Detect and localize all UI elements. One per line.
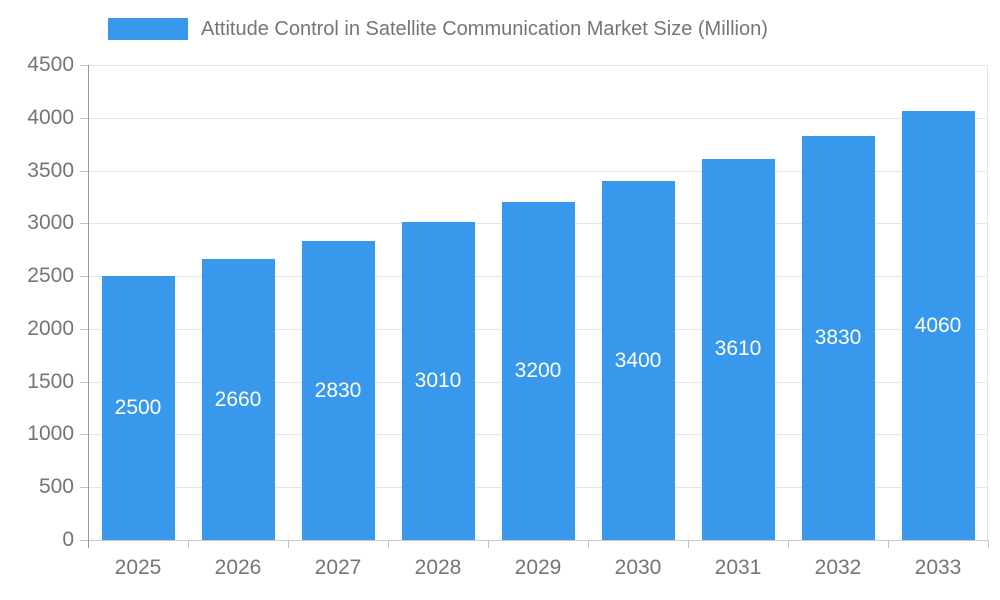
y-axis-tick [80, 540, 88, 541]
y-axis-tick [80, 328, 88, 330]
bar-2029[interactable]: 3200 [501, 202, 575, 540]
y-axis-label: 500 [38, 475, 74, 499]
y-axis-label: 2000 [27, 316, 74, 340]
bar-2032[interactable]: 3830 [801, 135, 875, 540]
y-axis-label: 4500 [27, 53, 74, 76]
x-axis-label: 2032 [814, 556, 862, 579]
x-axis-label: 2026 [214, 556, 262, 579]
x-axis-tick [488, 540, 489, 548]
x-axis-tick [688, 540, 689, 548]
bar-2028[interactable]: 3010 [401, 222, 475, 540]
y-axis-label: 0 [62, 528, 74, 551]
x-axis-tick [788, 540, 789, 548]
y-axis-label: 2500 [27, 264, 74, 288]
bar-2033[interactable]: 4060 [901, 111, 975, 540]
x-axis-tick [288, 540, 289, 548]
x-axis-tick [988, 540, 989, 548]
y-axis-label: 1500 [27, 369, 74, 393]
bar-value-label: 2660 [214, 387, 262, 411]
bar-2025[interactable]: 2500 [101, 276, 175, 540]
gridline [88, 117, 988, 119]
bar-value-label: 3200 [514, 359, 562, 383]
legend-swatch [108, 18, 188, 40]
y-axis-label: 3000 [27, 211, 74, 235]
x-axis-tick [588, 540, 589, 548]
x-axis-label: 2030 [614, 556, 662, 579]
x-axis-label: 2025 [114, 556, 162, 579]
x-axis-tick [388, 540, 389, 548]
x-axis-label: 2029 [514, 556, 562, 579]
bar-2030[interactable]: 3400 [601, 181, 675, 540]
y-axis-tick [80, 117, 88, 119]
y-axis-label: 1000 [27, 422, 74, 446]
x-axis-tick [188, 540, 189, 548]
y-axis-tick [80, 487, 88, 489]
bar-value-label: 3830 [814, 325, 862, 349]
y-axis-tick [80, 65, 88, 66]
gridline [88, 65, 988, 66]
bar-value-label: 2500 [114, 396, 162, 420]
bar-2026[interactable]: 2660 [201, 259, 275, 540]
bar-value-label: 3400 [614, 348, 662, 372]
y-axis-line [88, 65, 89, 548]
legend-item[interactable]: Attitude Control in Satellite Communicat… [108, 18, 768, 40]
y-axis-label: 3500 [27, 158, 74, 182]
x-axis-label: 2031 [714, 556, 762, 579]
y-axis-tick [80, 276, 88, 278]
x-axis-label: 2027 [314, 556, 362, 579]
y-axis-tick [80, 170, 88, 172]
bar-2027[interactable]: 2830 [301, 241, 375, 540]
gridline [88, 170, 988, 172]
bar-value-label: 3610 [714, 337, 762, 361]
plot-area: 0 500 1000 1500 2000 2500 3000 3500 4000 4500 2025… [27, 53, 989, 579]
y-axis-label: 4000 [27, 105, 74, 129]
y-axis-tick [80, 223, 88, 225]
x-axis-label: 2033 [914, 556, 962, 579]
bar-value-label: 4060 [914, 313, 962, 337]
bar-value-label: 2830 [314, 378, 362, 402]
x-axis-label: 2028 [414, 556, 462, 579]
gridline [987, 65, 988, 540]
bar-2031[interactable]: 3610 [701, 158, 775, 540]
gridline [88, 540, 988, 541]
y-axis-tick [80, 381, 88, 383]
x-axis-tick [888, 540, 889, 548]
legend-label: Attitude Control in Satellite Communicat… [201, 18, 768, 40]
y-axis-tick [80, 434, 88, 436]
bar-value-label: 3010 [414, 369, 462, 393]
